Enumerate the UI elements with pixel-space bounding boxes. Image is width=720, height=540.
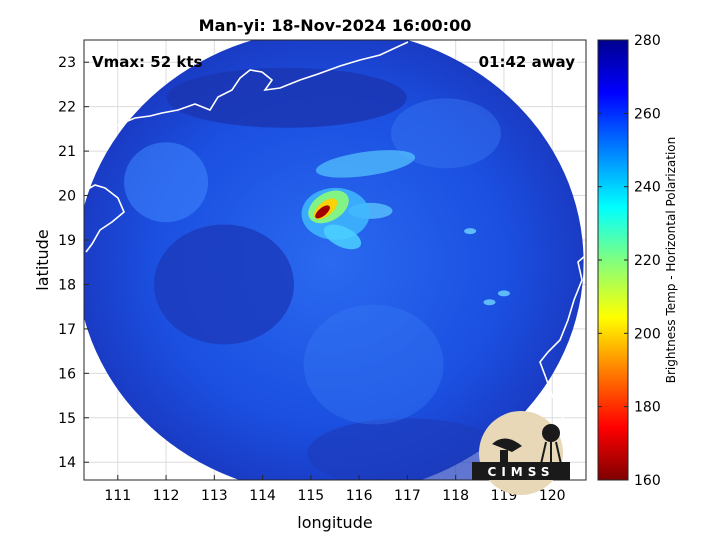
rainband-southwest (323, 224, 362, 250)
warm-region-south (303, 304, 444, 425)
x-axis-label: longitude (297, 513, 372, 532)
axes-frame (83, 39, 587, 481)
logo-water-tower (542, 424, 560, 442)
y-tick-label: 16 (58, 366, 76, 382)
convective-cell (464, 228, 477, 235)
y-tick-label: 22 (58, 100, 76, 116)
x-tick-label: 114 (249, 488, 276, 504)
swath-layer (84, 40, 584, 480)
y-tick-label: 23 (58, 55, 76, 71)
x-tick-label: 111 (104, 488, 131, 504)
colorbar-tick-label: 200 (634, 326, 661, 342)
colorbar-label: Brightness Temp - Horizontal Polarizatio… (664, 137, 678, 384)
coastline-taiwan (559, 39, 587, 81)
colorbar-tick-label: 180 (634, 400, 661, 416)
rainband-north (315, 150, 416, 178)
vmax-annotation: Vmax: 52 kts (92, 53, 202, 71)
cold-region-south (307, 418, 508, 480)
coastline-philippines (539, 254, 587, 431)
colorbar-tick-label: 240 (634, 180, 661, 196)
colorbar-tick-label: 260 (634, 106, 661, 122)
warm-region-west (124, 142, 209, 223)
logo-satellite-dish (492, 438, 522, 452)
axis-ticks: 111 112 113 114 115 116 117 118 119 1201415161718… (58, 55, 565, 504)
x-tick-label: 113 (201, 488, 228, 504)
convective-cell (483, 299, 496, 306)
x-tick-label: 120 (539, 488, 566, 504)
y-tick-label: 21 (58, 144, 76, 160)
logo-tower-legs (540, 441, 562, 465)
cimss-logo: CIMSS (472, 411, 570, 495)
time-offset-annotation: 01:42 away (479, 53, 576, 71)
convective-cell (497, 290, 510, 297)
eyewall-core (315, 205, 330, 219)
cold-region-north (166, 67, 407, 128)
x-tick-label: 118 (442, 488, 469, 504)
microwave-swath (84, 40, 584, 480)
y-tick-label: 15 (58, 411, 76, 427)
y-tick-label: 17 (58, 322, 76, 338)
warm-region-northeast (391, 98, 502, 169)
colorbar-tick-label: 280 (634, 33, 661, 49)
colorbar-ticks: 160 180 200 220 240 260 280 (598, 33, 661, 489)
plot-area: 111 112 113 114 115 116 117 118 119 1201415161718… (58, 39, 587, 504)
x-tick-label: 115 (297, 488, 324, 504)
x-tick-label: 116 (346, 488, 373, 504)
x-tick-label: 112 (153, 488, 180, 504)
y-tick-label: 18 (58, 277, 76, 293)
coastline-hainan-leizhou (85, 184, 125, 253)
colorbar-tick-label: 160 (634, 473, 661, 489)
coastline-south-china (85, 41, 409, 139)
y-tick-label: 14 (58, 455, 76, 471)
y-tick-label: 20 (58, 189, 76, 205)
x-tick-label: 117 (394, 488, 421, 504)
y-tick-label: 19 (58, 233, 76, 249)
y-axis-label: latitude (33, 229, 52, 290)
logo-dish-base (500, 450, 508, 464)
cold-region-west (153, 224, 294, 345)
coastline (85, 39, 587, 431)
logo-text: CIMSS (488, 465, 555, 479)
colorbar-tick-label: 220 (634, 253, 661, 269)
swath-disk (84, 40, 584, 480)
colorbar: 160 180 200 220 240 260 280 Brightness Temp - … (597, 33, 678, 489)
colorbar-gradient (598, 40, 628, 480)
logo-banner (472, 462, 570, 480)
chart-title: Man-yi: 18-Nov-2024 16:00:00 (199, 16, 472, 35)
